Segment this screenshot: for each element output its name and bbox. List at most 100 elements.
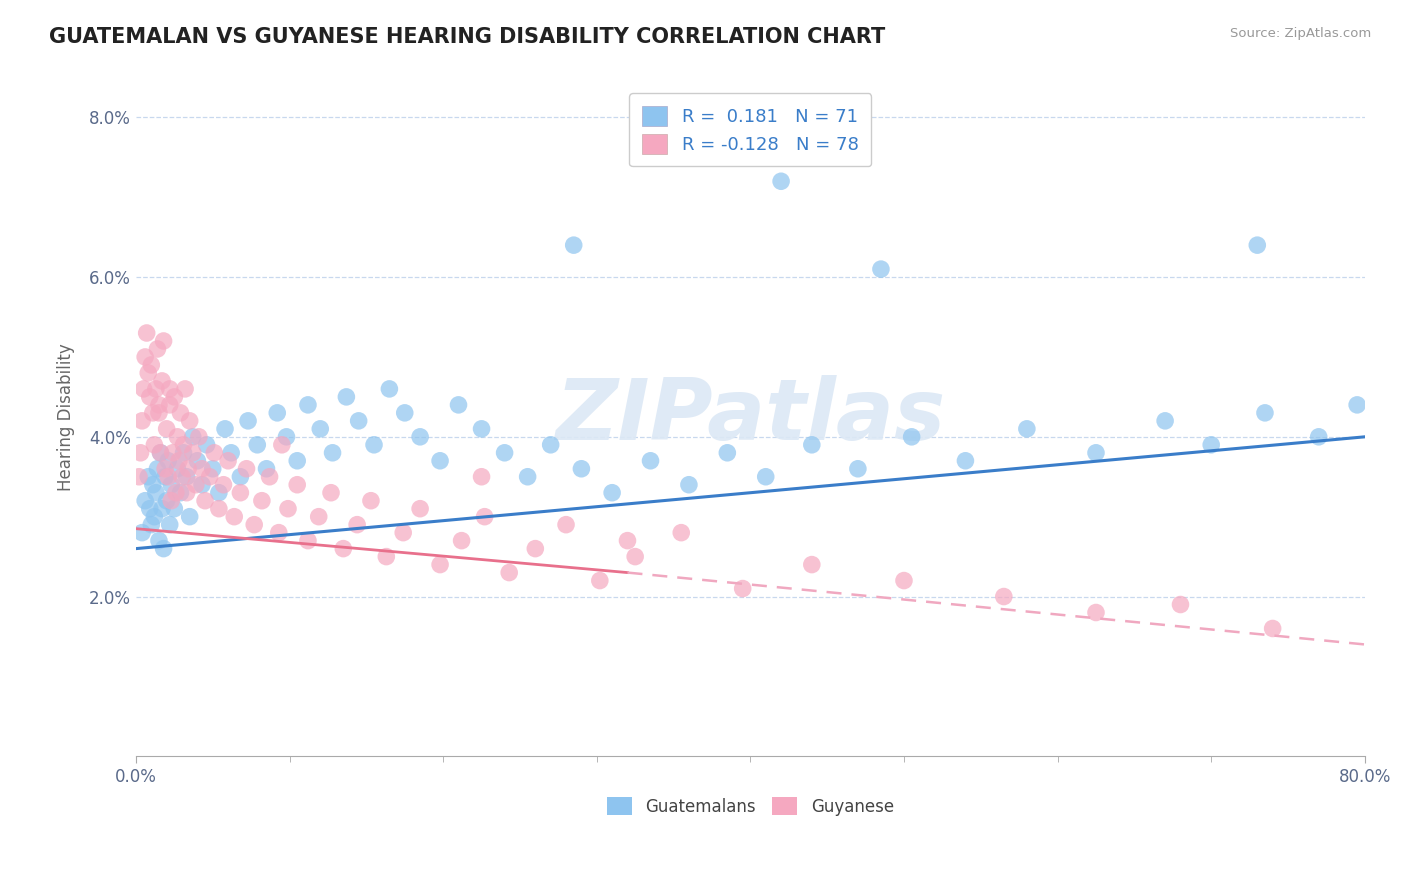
Point <box>176 485 198 500</box>
Point <box>285 454 308 468</box>
Point <box>297 533 319 548</box>
Point <box>177 462 200 476</box>
Point <box>145 382 167 396</box>
Point <box>870 262 893 277</box>
Point <box>166 430 188 444</box>
Point <box>134 493 156 508</box>
Point <box>212 477 235 491</box>
Point <box>256 462 278 476</box>
Point <box>224 509 246 524</box>
Point <box>246 438 269 452</box>
Point <box>235 462 257 476</box>
Point <box>135 326 157 340</box>
Point <box>731 582 754 596</box>
Point <box>624 549 647 564</box>
Point <box>955 454 977 468</box>
Point <box>409 501 432 516</box>
Point <box>159 517 181 532</box>
Point <box>166 462 188 476</box>
Point <box>142 477 165 491</box>
Point <box>297 398 319 412</box>
Point <box>346 517 368 532</box>
Point <box>159 382 181 396</box>
Point <box>202 446 225 460</box>
Point <box>270 438 292 452</box>
Point <box>208 485 231 500</box>
Point <box>141 517 163 532</box>
Point <box>145 485 167 500</box>
Point <box>143 509 166 524</box>
Point <box>516 469 538 483</box>
Point <box>136 366 159 380</box>
Point <box>152 541 174 556</box>
Point <box>236 414 259 428</box>
Point <box>148 533 170 548</box>
Point <box>332 541 354 556</box>
Point <box>156 422 179 436</box>
Point <box>217 454 239 468</box>
Point <box>335 390 357 404</box>
Point <box>129 446 152 460</box>
Point <box>143 438 166 452</box>
Point <box>347 414 370 428</box>
Point <box>131 414 153 428</box>
Point <box>174 382 197 396</box>
Point <box>800 438 823 452</box>
Point <box>1346 398 1368 412</box>
Point <box>141 358 163 372</box>
Point <box>616 533 638 548</box>
Point <box>562 238 585 252</box>
Point <box>134 350 156 364</box>
Point <box>160 477 183 491</box>
Point <box>308 509 330 524</box>
Point <box>159 398 181 412</box>
Point <box>900 430 922 444</box>
Point <box>219 446 242 460</box>
Point <box>266 406 288 420</box>
Point <box>162 446 184 460</box>
Point <box>846 462 869 476</box>
Point <box>470 422 492 436</box>
Point <box>1199 438 1222 452</box>
Point <box>187 430 209 444</box>
Point <box>470 469 492 483</box>
Point <box>136 469 159 483</box>
Point <box>360 493 382 508</box>
Point <box>165 485 187 500</box>
Point <box>170 469 193 483</box>
Point <box>181 430 204 444</box>
Point <box>169 406 191 420</box>
Point <box>150 501 173 516</box>
Point <box>139 501 162 516</box>
Point <box>179 509 201 524</box>
Point <box>555 517 578 532</box>
Point <box>163 390 186 404</box>
Point <box>1015 422 1038 436</box>
Point <box>167 454 190 468</box>
Point <box>363 438 385 452</box>
Point <box>173 446 195 460</box>
Point <box>1154 414 1177 428</box>
Point <box>800 558 823 572</box>
Point <box>671 525 693 540</box>
Point <box>153 462 176 476</box>
Point <box>214 422 236 436</box>
Point <box>250 493 273 508</box>
Point <box>157 469 180 483</box>
Point <box>186 454 208 468</box>
Point <box>146 342 169 356</box>
Point <box>571 462 593 476</box>
Point <box>322 446 344 460</box>
Point <box>540 438 562 452</box>
Point <box>1308 430 1330 444</box>
Point <box>429 454 451 468</box>
Legend: Guatemalans, Guyanese: Guatemalans, Guyanese <box>600 790 901 822</box>
Y-axis label: Hearing Disability: Hearing Disability <box>58 343 75 491</box>
Point <box>169 485 191 500</box>
Point <box>163 501 186 516</box>
Point <box>148 406 170 420</box>
Point <box>149 446 172 460</box>
Point <box>191 462 214 476</box>
Point <box>392 525 415 540</box>
Point <box>139 390 162 404</box>
